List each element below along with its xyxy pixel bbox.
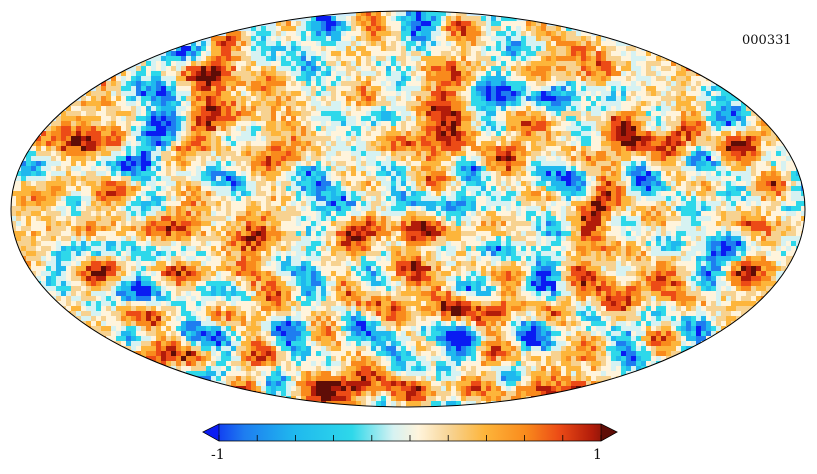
colorbar-min-label: -1 <box>211 447 225 463</box>
map-boundary <box>10 10 806 408</box>
anisotropy-field <box>11 11 805 407</box>
colorbar-max-label: 1 <box>593 447 602 463</box>
colorbar-min-arrow <box>202 423 220 442</box>
colorbar-max-arrow <box>600 423 618 442</box>
map-id-label: 000331 <box>742 33 792 48</box>
colorbar-ticks <box>218 435 602 441</box>
colorbar <box>202 423 618 442</box>
